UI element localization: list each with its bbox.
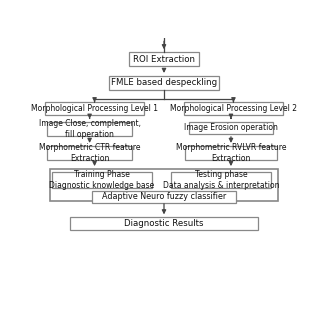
FancyBboxPatch shape [185,146,277,160]
FancyBboxPatch shape [129,52,199,67]
Text: Testing phase
Data analysis & interpretation: Testing phase Data analysis & interpreta… [163,170,279,190]
Text: Image Close, complement,
fill operation: Image Close, complement, fill operation [39,119,140,139]
Text: Morphological Processing Level 2: Morphological Processing Level 2 [170,104,297,113]
FancyBboxPatch shape [189,122,273,134]
Text: ROI Extraction: ROI Extraction [133,55,195,64]
FancyBboxPatch shape [47,122,132,136]
FancyBboxPatch shape [70,217,258,230]
Text: Adaptive Neuro fuzzy classifier: Adaptive Neuro fuzzy classifier [102,192,226,201]
FancyBboxPatch shape [52,172,152,188]
Text: Morphometric CTR feature
Extraction: Morphometric CTR feature Extraction [39,143,140,163]
FancyBboxPatch shape [47,146,132,160]
Text: Diagnostic Results: Diagnostic Results [124,219,204,228]
Text: FMLE based despeckling: FMLE based despeckling [111,78,217,87]
FancyBboxPatch shape [45,102,144,115]
FancyBboxPatch shape [184,102,283,115]
FancyBboxPatch shape [172,172,271,188]
Text: Image Erosion operation: Image Erosion operation [184,123,278,132]
FancyBboxPatch shape [50,169,278,201]
FancyBboxPatch shape [92,191,236,203]
Text: Morphological Processing Level 1: Morphological Processing Level 1 [31,104,158,113]
Text: Morphometric RVLVR feature
Extraction: Morphometric RVLVR feature Extraction [176,143,286,163]
Text: Training Phase
Diagnostic knowledge base: Training Phase Diagnostic knowledge base [49,170,155,190]
FancyBboxPatch shape [109,76,219,90]
